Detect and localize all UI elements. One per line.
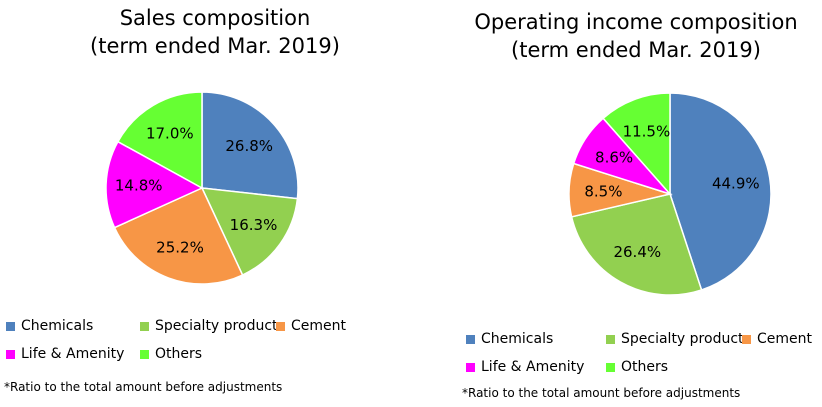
pie-slice-specialty-products (570, 193, 703, 296)
legend-swatch (140, 321, 149, 331)
legend-label: Specialty products (621, 331, 751, 347)
data-label-specialty-products: 26.4% (613, 243, 661, 261)
legend-label: Cement (291, 318, 347, 334)
chart-title-line1: Operating income composition (474, 10, 798, 34)
legend-swatch (606, 362, 615, 372)
chart-title: Sales composition (term ended Mar. 2019) (20, 4, 410, 60)
legend-label: Others (621, 359, 669, 375)
data-label-chemicals: 44.9% (712, 175, 760, 193)
data-label-life-and-amenity: 14.8% (115, 177, 163, 195)
legend-item-chemicals: Chemicals (466, 331, 553, 347)
legend-swatch (6, 349, 15, 359)
ratio-note: *Ratio to the total amount before adjust… (462, 386, 741, 400)
data-label-cement: 8.5% (584, 182, 622, 200)
sales-composition-chart: Sales composition (term ended Mar. 2019)… (0, 0, 410, 407)
data-label-others: 17.0% (146, 124, 194, 142)
data-label-cement: 25.2% (156, 238, 204, 256)
pie-slice-others (602, 92, 671, 196)
data-label-life-and-amenity: 8.6% (595, 149, 633, 167)
legend-item-specialty-products: Specialty products (140, 318, 285, 334)
legend-swatch (140, 349, 149, 359)
legend-label: Cement (757, 331, 813, 347)
legend-item-others: Others (140, 346, 202, 362)
legend-label: Chemicals (21, 318, 94, 334)
chart-title-line1: Sales composition (119, 6, 311, 30)
ratio-note: *Ratio to the total amount before adjust… (4, 380, 283, 394)
pie-slice-cement (113, 187, 244, 285)
legend-swatch (742, 334, 751, 344)
data-label-specialty-products: 16.3% (230, 216, 278, 234)
legend-item-specialty-products: Specialty products (606, 331, 751, 347)
legend-item-life-and-amenity: Life & Amenity (466, 359, 584, 375)
legend-item-cement: Cement (742, 331, 812, 347)
legend-item-chemicals: Chemicals (6, 318, 93, 334)
pie-slice-chemicals (669, 92, 772, 291)
sales-pie: 26.8% 16.3% 25.2% 14.8% 17.0% (105, 91, 299, 285)
pie-slice-others (116, 91, 203, 190)
data-label-others: 11.5% (623, 123, 671, 141)
legend-swatch (606, 334, 615, 344)
legend-swatch (466, 362, 475, 372)
chart-title: Operating income composition (term ended… (450, 8, 822, 64)
chart-subtitle: (term ended Mar. 2019) (90, 34, 340, 58)
legend-label: Specialty products (155, 318, 285, 334)
legend-item-others: Others (606, 359, 668, 375)
chart-subtitle: (term ended Mar. 2019) (511, 38, 761, 62)
pie-slice-life-and-amenity (105, 140, 204, 229)
legend-item-cement: Cement (276, 318, 346, 334)
legend-swatch (6, 321, 15, 331)
legend-label: Life & Amenity (481, 359, 585, 375)
legend-label: Chemicals (481, 331, 554, 347)
pie-slice-specialty-products (200, 187, 299, 277)
legend-label: Others (155, 346, 203, 362)
legend-swatch (466, 334, 475, 344)
data-label-chemicals: 26.8% (225, 137, 273, 155)
operating-income-pie: 44.9% 26.4% 8.5% 8.6% 11.5% (568, 92, 772, 296)
legend-label: Life & Amenity (21, 346, 125, 362)
pie-slice-chemicals (201, 91, 299, 200)
legend-swatch (276, 321, 285, 331)
operating-income-composition-chart: Operating income composition (term ended… (410, 0, 822, 407)
legend-item-life-and-amenity: Life & Amenity (6, 346, 124, 362)
